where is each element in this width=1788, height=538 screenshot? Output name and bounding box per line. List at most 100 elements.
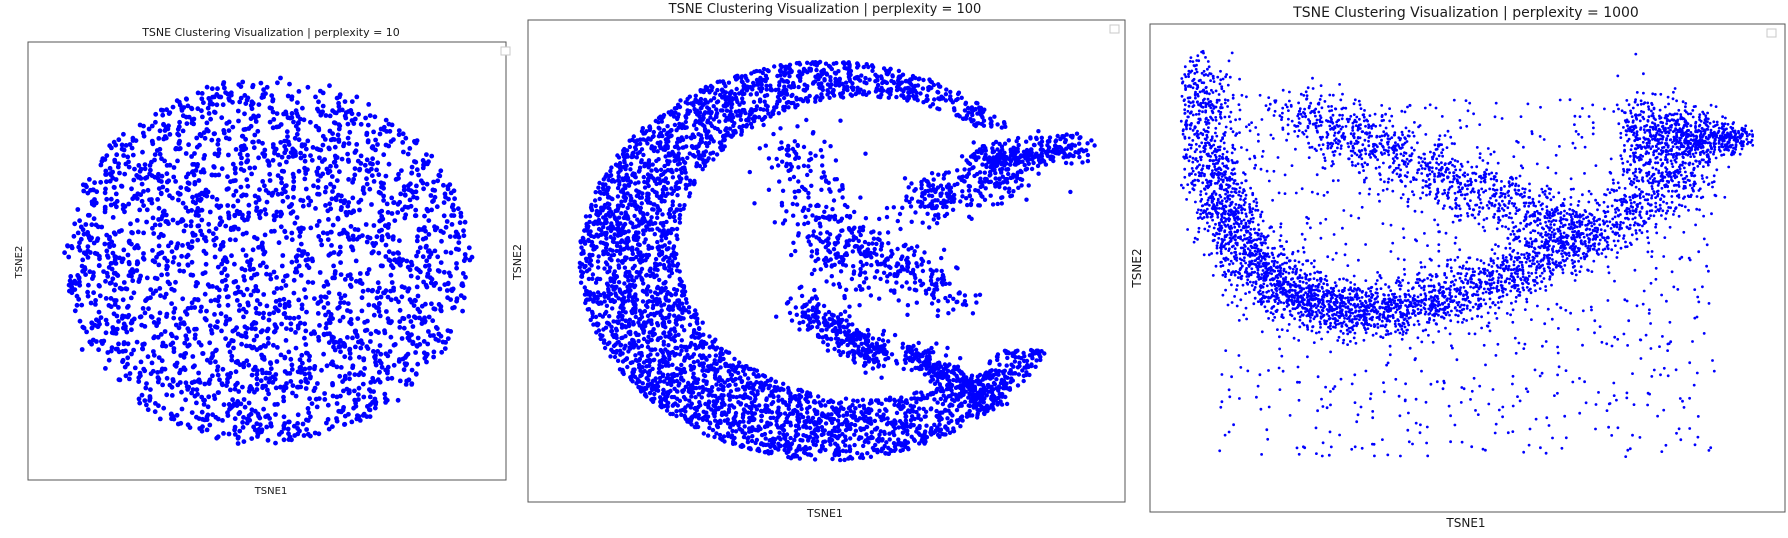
scatter-point — [805, 406, 810, 411]
scatter-point — [626, 246, 631, 251]
scatter-point — [821, 439, 826, 445]
scatter-point — [99, 158, 105, 164]
scatter-point — [975, 101, 980, 106]
scatter-point — [346, 177, 351, 182]
scatter-point — [130, 152, 136, 158]
scatter-point — [421, 186, 426, 192]
scatter-point — [180, 128, 186, 134]
scatter-point — [327, 201, 333, 207]
scatter-point — [289, 230, 295, 236]
scatter-point — [75, 230, 81, 236]
scatter-point — [368, 388, 374, 394]
scatter-point — [164, 219, 170, 225]
scatter-point — [615, 194, 621, 199]
scatter-point — [414, 183, 419, 189]
scatter-point — [333, 155, 339, 161]
scatter-point — [296, 89, 302, 94]
scatter-point — [144, 381, 149, 386]
scatter-point — [142, 341, 147, 347]
scatter-point — [260, 244, 265, 250]
scatter-point — [875, 78, 880, 83]
scatter-point — [740, 80, 745, 85]
scatter-point — [290, 383, 296, 388]
scatter-point — [240, 425, 246, 430]
scatter-point — [804, 424, 809, 430]
scatter-point — [209, 330, 215, 336]
scatter-point — [75, 207, 81, 212]
scatter-point — [380, 216, 386, 222]
scatter-point — [583, 214, 589, 219]
scatter-point — [239, 341, 245, 347]
scatter-point — [172, 306, 178, 311]
scatter-point — [383, 117, 389, 123]
scatter-point — [654, 181, 659, 187]
scatter-point — [108, 261, 114, 266]
scatter-point — [206, 394, 212, 400]
scatter-point — [771, 388, 776, 394]
scatter-point — [358, 153, 364, 159]
scatter-point — [747, 429, 752, 434]
scatter-point — [171, 165, 177, 170]
scatter-point — [195, 206, 201, 211]
scatter-point — [257, 187, 262, 193]
scatter-point — [255, 434, 260, 439]
scatter-point — [388, 272, 394, 278]
scatter-point — [357, 167, 362, 173]
scatter-point — [693, 395, 698, 400]
scatter-point — [860, 397, 866, 402]
scatter-point — [282, 229, 288, 235]
scatter-point — [601, 340, 607, 345]
scatter-point — [304, 427, 309, 432]
scatter-point — [362, 366, 367, 371]
scatter-point — [417, 309, 423, 315]
scatter-point — [347, 376, 352, 382]
scatter-point — [251, 139, 256, 145]
scatter-point — [585, 307, 590, 312]
scatter-point — [1021, 358, 1027, 364]
scatter-point — [623, 299, 628, 304]
scatter-point — [345, 234, 351, 240]
scatter-point — [80, 227, 86, 233]
scatter-point — [639, 160, 644, 165]
scatter-point — [861, 443, 866, 449]
scatter-point — [65, 243, 71, 249]
scatter-point — [659, 238, 664, 243]
scatter-point — [674, 322, 679, 327]
scatter-point — [407, 197, 413, 203]
scatter-point — [200, 424, 205, 430]
scatter-point — [650, 134, 655, 140]
scatter-point — [62, 250, 67, 256]
scatter-point — [296, 384, 301, 390]
scatter-point — [224, 273, 230, 278]
scatter-point — [92, 180, 97, 186]
scatter-point — [141, 123, 146, 129]
scatter-point — [159, 272, 165, 278]
scatter-point — [379, 364, 385, 370]
scatter-point — [342, 422, 347, 427]
scatter-point — [332, 144, 338, 150]
scatter-point — [102, 190, 108, 196]
scatter-point — [247, 267, 253, 272]
scatter-point — [240, 215, 245, 221]
scatter-point — [359, 308, 365, 314]
scatter-point — [147, 163, 153, 168]
scatter-point — [345, 135, 351, 141]
scatter-point — [341, 341, 347, 347]
scatter-point — [232, 261, 237, 267]
scatter-point — [242, 267, 248, 273]
scatter-point — [194, 387, 200, 393]
scatter-point — [89, 341, 94, 347]
scatter-point — [227, 237, 233, 243]
scatter-point — [421, 339, 427, 344]
scatter-point — [185, 171, 191, 177]
scatter-point — [141, 203, 147, 209]
scatter-point — [164, 392, 170, 398]
scatter-point — [125, 303, 131, 309]
scatter-point — [430, 318, 436, 324]
scatter-point — [638, 389, 644, 394]
scatter-point — [156, 317, 162, 322]
scatter-point — [153, 119, 158, 125]
scatter-point — [378, 190, 383, 196]
scatter-point — [126, 164, 132, 170]
